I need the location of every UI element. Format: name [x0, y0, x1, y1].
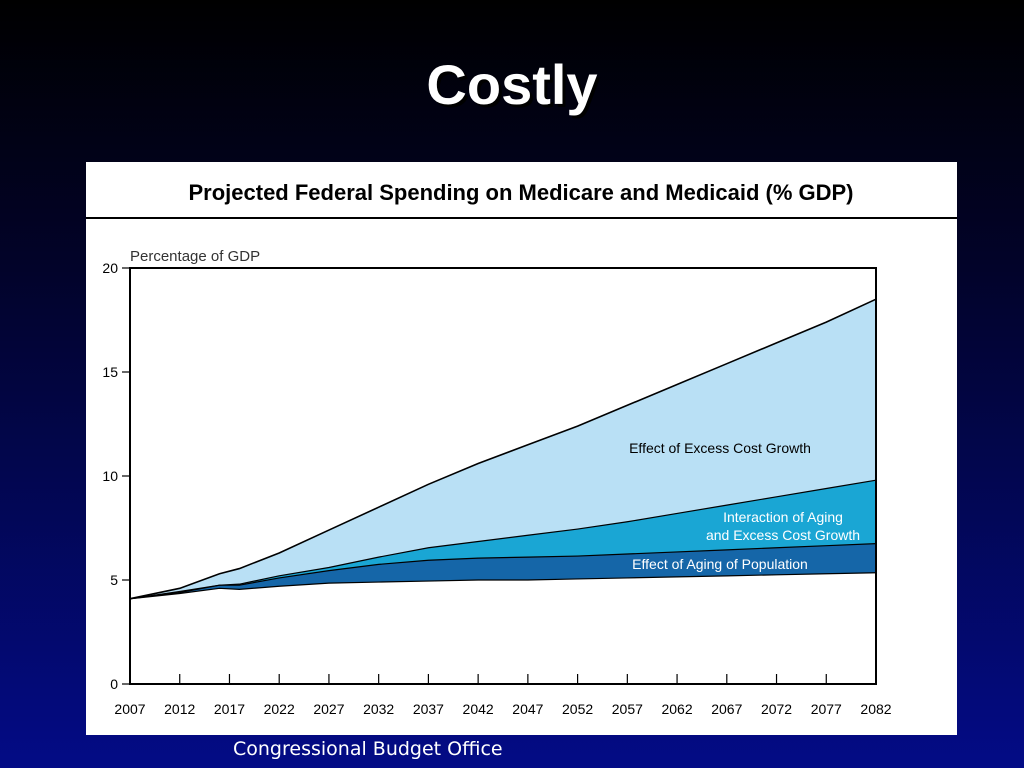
x-tick-label: 2062 — [661, 701, 692, 717]
y-tick-label: 20 — [102, 260, 118, 276]
y-tick-label: 15 — [102, 364, 118, 380]
y-axis-label: Percentage of GDP — [130, 248, 260, 265]
area-interaction-band — [130, 480, 876, 599]
x-tick-label: 2037 — [413, 701, 444, 717]
area-aging-band — [130, 543, 876, 599]
annotation-excess-cost: Effect of Excess Cost Growth — [629, 440, 811, 456]
source-caption: Congressional Budget Office — [233, 738, 503, 760]
slide-title: Costly — [426, 53, 598, 116]
x-tick-label: 2027 — [313, 701, 344, 717]
line-aging — [129, 543, 877, 600]
x-tick-label: 2047 — [512, 701, 543, 717]
y-tick-label: 5 — [110, 572, 118, 588]
chart-svg: 2007 2012 2017 2022 2027 2032 2037 2042 2047 2052… — [86, 180, 957, 717]
area-base-band — [130, 572, 876, 684]
line-base — [129, 572, 877, 600]
x-tick-label: 2057 — [612, 701, 643, 717]
x-tick-label: 2052 — [562, 701, 593, 717]
x-tick-label: 2082 — [860, 701, 891, 717]
x-tick-label: 2032 — [363, 701, 394, 717]
x-tick-label: 2042 — [463, 701, 494, 717]
x-tick-label: 2012 — [164, 701, 195, 717]
line-excess-cost — [129, 298, 877, 600]
annotation-aging: Effect of Aging of Population — [632, 556, 808, 572]
area-excess-cost-band — [130, 299, 876, 599]
y-tick-label: 0 — [110, 676, 118, 692]
line-interaction — [129, 479, 877, 600]
x-tick-label: 2077 — [811, 701, 842, 717]
x-tick-label: 2022 — [264, 701, 295, 717]
x-tick-label: 2017 — [214, 701, 245, 717]
x-tick-label: 2067 — [711, 701, 742, 717]
y-tick-label: 10 — [102, 468, 118, 484]
x-tick-label: 2007 — [114, 701, 145, 717]
chart-panel: 2007 2012 2017 2022 2027 2032 2037 2042 2047 2052… — [86, 162, 957, 735]
x-tick-label: 2072 — [761, 701, 792, 717]
annotation-interaction: Interaction of Aging and Excess Cost Grow… — [706, 509, 860, 543]
chart-title: Projected Federal Spending on Medicare a… — [188, 180, 853, 205]
